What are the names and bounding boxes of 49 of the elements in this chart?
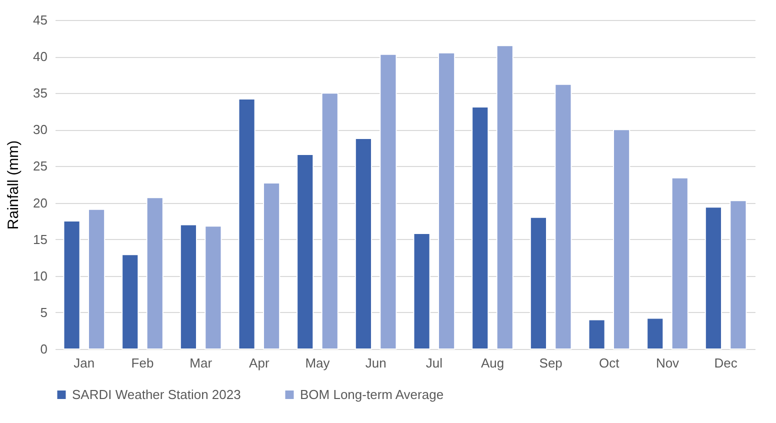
y-tick-label: 25 — [33, 158, 48, 174]
bar — [413, 232, 430, 350]
bar — [530, 216, 548, 350]
x-tick-label: Sep — [539, 356, 562, 370]
x-tick-label: May — [305, 356, 330, 370]
y-tick-label: 10 — [33, 268, 48, 284]
bar — [730, 200, 747, 350]
bar — [88, 208, 106, 350]
y-tick-label: 20 — [33, 195, 48, 210]
bar — [496, 45, 514, 350]
bar — [321, 92, 338, 350]
x-tick-label: Mar — [190, 356, 213, 370]
y-tick-label: 35 — [33, 86, 48, 101]
bar — [554, 84, 572, 350]
y-tick-label: 40 — [33, 49, 48, 64]
bar — [63, 220, 80, 350]
bar — [438, 52, 456, 350]
legend-label: SARDI Weather Station 2023 — [72, 386, 241, 402]
x-tick-label: Jan — [74, 356, 95, 370]
y-axis-title: Rainfall (mm) — [5, 140, 22, 230]
bar — [380, 54, 397, 350]
x-tick-label: Jul — [426, 356, 443, 370]
y-tick-label: 5 — [40, 304, 48, 320]
y-tick-label: 45 — [33, 12, 48, 28]
x-tick-label: Dec — [714, 356, 738, 370]
x-tick-label: Aug — [480, 356, 504, 370]
x-tick-label: Feb — [131, 356, 154, 370]
bar — [354, 138, 372, 350]
bar — [704, 206, 722, 350]
x-tick-label: Jun — [365, 356, 386, 370]
bar — [671, 177, 688, 350]
y-tick-label: 0 — [40, 342, 48, 356]
bar — [122, 254, 139, 350]
bar — [296, 154, 314, 350]
bar — [238, 98, 256, 350]
bar — [204, 226, 222, 350]
bar — [612, 129, 630, 350]
bar — [472, 106, 489, 350]
legend-label: BOM Long-term Average — [300, 386, 444, 402]
x-tick-label: Nov — [656, 356, 680, 370]
bar — [146, 197, 164, 350]
bar — [646, 318, 664, 350]
y-tick-label: 15 — [33, 232, 48, 247]
x-tick-label: Apr — [249, 356, 270, 370]
bar — [262, 182, 280, 350]
bar — [588, 319, 606, 350]
y-tick-label: 30 — [33, 122, 48, 138]
x-tick-label: Oct — [599, 356, 620, 370]
bar — [180, 224, 198, 350]
